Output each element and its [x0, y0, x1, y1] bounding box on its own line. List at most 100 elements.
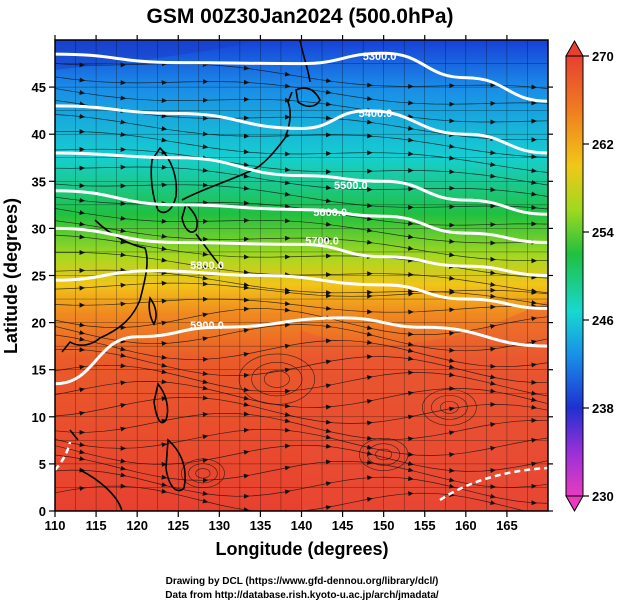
contour-label: 5600.0 — [313, 207, 347, 219]
flow-arrow — [79, 221, 86, 227]
flow-arrow — [407, 341, 414, 347]
y-axis-label: Latitude (degrees) — [1, 198, 21, 354]
flow-arrow — [490, 445, 496, 451]
flow-arrow — [448, 483, 455, 489]
flow-arrow — [79, 197, 86, 203]
flow-arrow — [202, 312, 209, 318]
coast-asia-mainland — [61, 219, 148, 353]
flow-arrow — [79, 410, 86, 416]
streamline — [55, 349, 548, 384]
flow-arrow — [284, 289, 291, 295]
streamline — [55, 88, 548, 123]
flow-arrow — [243, 351, 250, 357]
flow-arrow — [161, 362, 168, 368]
flow-arrow — [79, 456, 86, 462]
credit-drawing: Drawing by DCL (https://www.gfd-dennou.o… — [166, 576, 439, 587]
flow-arrow — [161, 246, 168, 252]
chart-title: GSM 00Z30Jan2024 (500.0hPa) — [146, 5, 453, 28]
flow-arrow — [202, 498, 209, 504]
flow-arrow — [120, 352, 127, 358]
colorbar-tick-label: 254 — [592, 225, 614, 240]
flow-arrow — [161, 442, 168, 448]
streamline — [55, 454, 548, 488]
flow-arrow — [325, 78, 332, 84]
vortex-streamline — [375, 448, 393, 461]
streamline — [55, 148, 548, 186]
colorbar: 230 238 246 254 262 270 — [565, 39, 614, 513]
flow-arrow — [325, 428, 332, 434]
flow-arrow — [202, 371, 209, 377]
flow-arrow — [366, 239, 373, 245]
flow-arrow — [325, 305, 332, 311]
y-tick-label: 10 — [32, 410, 46, 425]
flow-arrow — [531, 461, 537, 467]
contour-labels: 5300.0 5400.0 5500.0 5600.0 5700.0 5800.0 5900… — [190, 51, 396, 332]
streamline — [55, 334, 548, 368]
flow-arrow — [490, 374, 496, 380]
y-tick-label: 30 — [32, 221, 46, 236]
flow-arrow — [120, 458, 127, 464]
x-axis-label: Longitude (degrees) — [215, 539, 388, 559]
x-tick-label: 135 — [250, 518, 272, 533]
vortex-streamline — [180, 458, 225, 489]
flow-arrow — [449, 372, 455, 378]
coast-japan-honshu — [181, 91, 293, 201]
flow-arrow — [284, 191, 291, 197]
y-tick-label: 5 — [39, 457, 46, 472]
flow-arrow — [79, 113, 86, 119]
flow-arrow — [531, 362, 537, 368]
flow-arrow — [366, 444, 373, 450]
flow-arrow — [366, 119, 373, 125]
flow-arrow — [449, 252, 455, 258]
flow-arrow — [490, 346, 496, 352]
flow-arrow — [202, 458, 209, 463]
colorbar-tick-label: 230 — [592, 489, 614, 504]
vortex-streamline — [440, 401, 459, 414]
x-tick-label: 165 — [496, 518, 518, 533]
streamline — [55, 282, 548, 297]
x-tick-label: 115 — [86, 518, 107, 533]
flow-arrow — [202, 336, 209, 342]
flow-arrow — [325, 481, 332, 487]
coast-philippines-luzon — [153, 382, 169, 424]
flow-arrow — [79, 387, 86, 393]
vortex-streamline — [422, 389, 477, 426]
flow-arrow — [243, 387, 250, 393]
flow-arrow — [284, 343, 291, 349]
flow-arrow — [531, 483, 537, 489]
contour-5600.0 — [55, 189, 548, 244]
flow-arrow — [407, 234, 414, 240]
coast-ryukyu — [195, 233, 223, 269]
flow-arrow — [325, 359, 332, 365]
flow-arrow — [243, 449, 250, 455]
flow-arrow — [531, 191, 537, 197]
coast-borneo — [69, 429, 123, 511]
warm-region-tint — [300, 300, 548, 511]
flow-arrow — [120, 228, 127, 234]
flow-arrow — [407, 467, 414, 473]
flow-arrow — [79, 486, 86, 491]
flow-arrow — [79, 330, 86, 335]
flow-arrow — [202, 385, 209, 391]
colorbar-top-triangle — [565, 39, 584, 57]
vortex-streamline — [251, 362, 303, 397]
flow-arrow — [243, 473, 250, 479]
flow-arrow — [161, 233, 168, 239]
streamline — [55, 114, 548, 158]
credit-data: Data from http://database.rish.kyoto-u.a… — [165, 590, 439, 601]
vortex-streamline — [263, 370, 290, 388]
flow-arrow — [490, 324, 496, 329]
colorbar-tick-label: 262 — [592, 137, 614, 152]
flow-arrow — [531, 316, 537, 322]
flow-arrow — [202, 167, 209, 173]
flow-arrow — [284, 411, 291, 417]
coast-taiwan — [148, 296, 157, 326]
flow-arrow — [79, 442, 86, 448]
flow-arrow — [79, 336, 86, 342]
flow-arrow — [243, 328, 250, 334]
flow-arrow — [407, 476, 414, 482]
contour-label: 5500.0 — [334, 180, 368, 192]
coast-korea — [150, 146, 178, 214]
vortex-streamline — [188, 463, 218, 484]
